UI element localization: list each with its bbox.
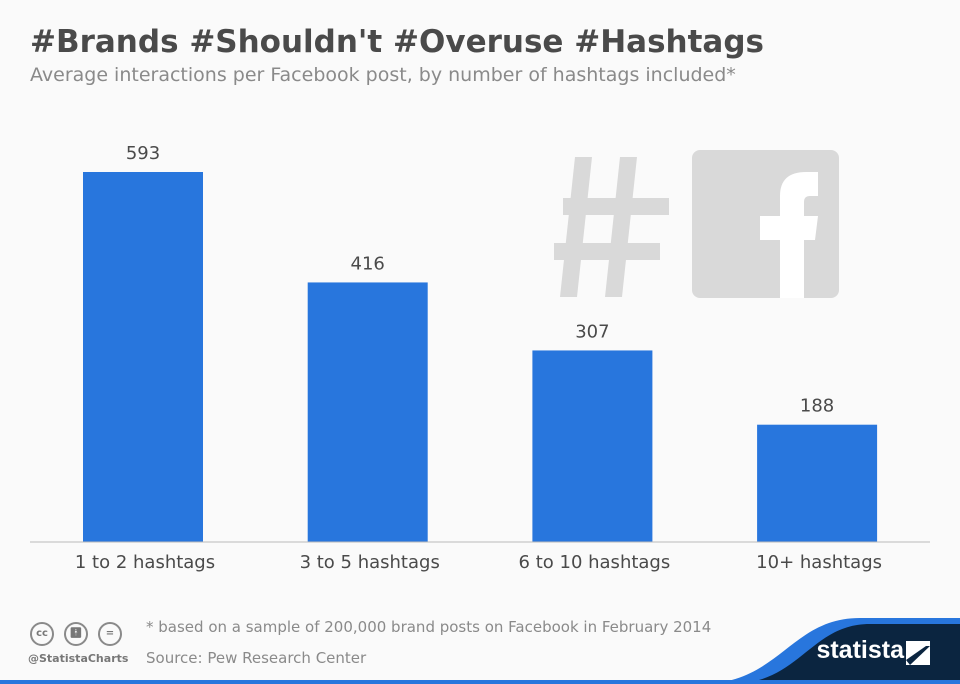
x-tick-label: 6 to 10 hashtags — [519, 552, 671, 573]
chart-subtitle: Average interactions per Facebook post, … — [30, 64, 736, 86]
nd-icon: = — [98, 622, 122, 646]
x-tick-label: 3 to 5 hashtags — [300, 552, 440, 573]
bar — [307, 282, 428, 542]
by-icon: 🚹︎ — [64, 622, 88, 646]
data-label: 593 — [126, 143, 160, 164]
source[interactable]: Source: Pew Research Center — [146, 649, 367, 667]
x-tick-label: 10+ hashtags — [756, 552, 882, 573]
bar — [83, 172, 203, 542]
data-label: 307 — [575, 321, 609, 342]
statista-brand[interactable]: statista — [816, 636, 904, 664]
bar — [757, 424, 878, 542]
x-tick-label: 1 to 2 hashtags — [75, 552, 215, 573]
cc-icon: cc — [30, 622, 54, 646]
data-label: 416 — [351, 253, 385, 274]
footer-band — [730, 624, 960, 684]
footnote: * based on a sample of 200,000 brand pos… — [146, 618, 712, 636]
statista-logo-icon — [906, 641, 930, 665]
hashtag-icon — [554, 157, 669, 297]
bar — [532, 350, 653, 542]
facebook-icon — [692, 150, 839, 298]
chart-title: #Brands #Shouldn't #Overuse #Hashtags — [30, 24, 764, 60]
data-label: 188 — [800, 396, 834, 417]
handle: @StatistaCharts — [28, 652, 129, 665]
